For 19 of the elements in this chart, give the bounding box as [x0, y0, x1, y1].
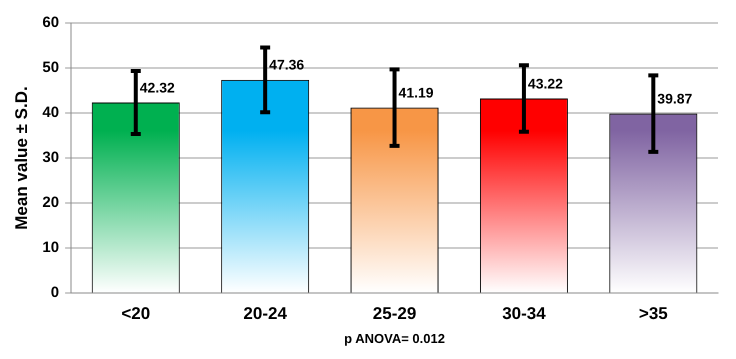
data-label: 39.87: [657, 90, 693, 106]
data-label: 41.19: [398, 84, 434, 101]
y-tick-label: 40: [42, 104, 60, 122]
y-tick-label: 50: [42, 59, 60, 76]
y-tick-label: 20: [42, 194, 60, 212]
y-tick-label: 60: [42, 14, 60, 32]
x-axis-title: p ANOVA= 0.012: [344, 330, 445, 346]
y-tick-label: 30: [42, 149, 60, 166]
x-tick-label: >35: [638, 304, 668, 323]
y-tick-label: 0: [50, 284, 60, 302]
y-axis-title: Mean value ± S.D.: [12, 86, 31, 230]
x-tick-label: 30-34: [502, 304, 546, 323]
x-tick-label: <20: [121, 304, 150, 323]
data-label: 42.32: [140, 79, 176, 96]
data-label: 47.36: [269, 56, 304, 73]
x-tick-label: 25-29: [372, 304, 416, 323]
y-tick-label: 10: [42, 239, 60, 256]
x-tick-label: 20-24: [243, 304, 288, 323]
data-label: 43.22: [528, 75, 564, 92]
